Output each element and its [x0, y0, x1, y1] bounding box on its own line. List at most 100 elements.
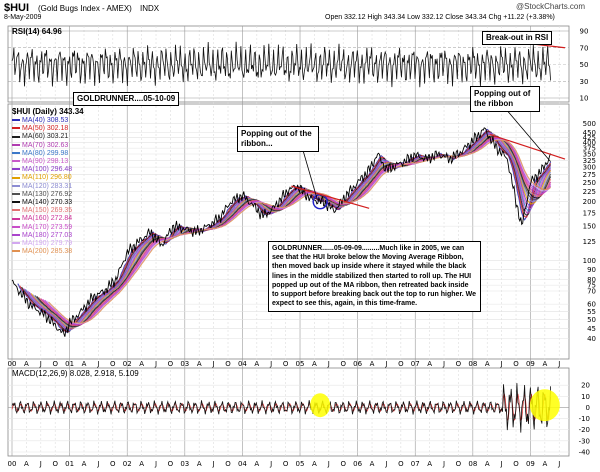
legend-swatch: [12, 209, 20, 212]
legend-swatch: [12, 192, 20, 195]
legend-swatch: [12, 250, 20, 253]
rsi-tick-label: 70: [580, 44, 589, 52]
legend-label: MA(100) 296.48: [22, 166, 73, 174]
time-tick-label-bottom: O: [283, 460, 289, 468]
price-tick-label: 125: [583, 238, 596, 246]
legend-item: MA(80) 299.98: [12, 150, 72, 158]
rsi-tick-label: 30: [580, 78, 589, 86]
legend-swatch: [12, 168, 20, 171]
time-tick-label-bottom: A: [139, 460, 144, 468]
legend-swatch: [12, 119, 20, 122]
annotation-pop2: Popping out of the ribbon: [470, 86, 540, 112]
time-tick-label: J: [557, 360, 560, 368]
legend-item: MA(200) 285.38: [12, 248, 72, 256]
time-tick-label: J: [96, 360, 99, 368]
legend-label: MA(200) 285.38: [22, 248, 73, 256]
time-tick-label: A: [254, 360, 259, 368]
time-tick-label: 07: [411, 360, 420, 368]
time-tick-label-bottom: 04: [238, 460, 247, 468]
price-tick-label: 200: [583, 198, 596, 206]
time-tick-label: O: [398, 360, 404, 368]
price-line: [11, 127, 552, 337]
time-tick-label: 02: [123, 360, 132, 368]
macd-tick-label: 0: [586, 404, 590, 412]
credit: @StockCharts.com: [516, 2, 586, 11]
time-tick-label-bottom: O: [225, 460, 231, 468]
time-tick-label: 03: [180, 360, 189, 368]
time-tick-label: J: [39, 360, 42, 368]
rsi-tick-label: 10: [580, 95, 589, 103]
time-tick-label: J: [269, 360, 272, 368]
time-tick-label-bottom: J: [154, 460, 157, 468]
price-tick-label: 70: [587, 288, 596, 296]
macd-line: [11, 383, 551, 433]
time-tick-label: 09: [526, 360, 535, 368]
price-tick-label: 60: [587, 301, 596, 309]
time-tick-label-bottom: J: [269, 460, 272, 468]
time-tick-label-bottom: 09: [526, 460, 535, 468]
price-tick-label: 40: [587, 335, 596, 343]
legend-item: MA(160) 272.84: [12, 215, 72, 223]
legend-swatch: [12, 225, 20, 228]
macd-highlight-2009: [529, 389, 560, 422]
legend-item: MA(180) 277.03: [12, 232, 72, 240]
time-tick-label: A: [427, 360, 432, 368]
legend-item: MA(140) 270.33: [12, 199, 72, 207]
legend-swatch: [12, 176, 20, 179]
time-tick-label: O: [513, 360, 519, 368]
legend-label: MA(130) 276.92: [22, 190, 73, 198]
legend-swatch: [12, 217, 20, 220]
price-tick-label: 45: [587, 325, 596, 333]
time-tick-label-bottom: A: [24, 460, 29, 468]
legend-label: MA(80) 299.98: [22, 149, 69, 157]
time-tick-label-bottom: J: [442, 460, 445, 468]
legend-label: MA(60) 303.21: [22, 133, 69, 141]
rsi-label: RSI(14) 64.96: [12, 27, 62, 36]
time-tick-label: A: [312, 360, 317, 368]
time-tick-label: 00: [8, 360, 17, 368]
legend-item: MA(90) 298.13: [12, 158, 72, 166]
time-tick-label: J: [500, 360, 503, 368]
time-tick-label-bottom: J: [96, 460, 99, 468]
time-tick-label: A: [82, 360, 87, 368]
time-tick-label-bottom: O: [398, 460, 404, 468]
time-tick-label: J: [327, 360, 330, 368]
time-tick-label-bottom: 01: [65, 460, 74, 468]
price-tick-label: 90: [587, 266, 596, 274]
time-tick-label-bottom: J: [384, 460, 387, 468]
legend-item: MA(190) 279.79: [12, 240, 72, 248]
macd-tick-label: -30: [579, 437, 590, 445]
legend-label: MA(120) 283.31: [22, 182, 73, 190]
macd-tick-label: 20: [581, 382, 590, 390]
legend-swatch: [12, 234, 20, 236]
time-tick-label-bottom: J: [327, 460, 330, 468]
macd-tick-label: -20: [579, 426, 590, 434]
time-tick-label: J: [212, 360, 215, 368]
price-tick-label: 350: [583, 151, 596, 159]
legend-label: MA(70) 302.63: [22, 141, 69, 149]
legend-swatch: [12, 242, 20, 245]
time-tick-label: A: [197, 360, 202, 368]
price-tick-label: 375: [583, 145, 596, 153]
macd-tick-label: 10: [581, 393, 590, 401]
price-tick-label: 75: [587, 282, 596, 290]
legend-label: MA(160) 272.84: [22, 215, 73, 223]
time-tick-label-bottom: 08: [468, 460, 477, 468]
time-tick-label-bottom: O: [340, 460, 346, 468]
time-tick-label-bottom: O: [110, 460, 116, 468]
time-tick-label-bottom: J: [500, 460, 503, 468]
time-tick-label-bottom: A: [427, 460, 432, 468]
time-tick-label-bottom: O: [513, 460, 519, 468]
index-name: (Gold Bugs Index - AMEX): [38, 4, 132, 13]
price-tick-label: 175: [583, 210, 596, 218]
time-tick-label-bottom: A: [197, 460, 202, 468]
legend-item: MA(50) 302.18: [12, 125, 72, 133]
price-tick-label: 250: [583, 179, 596, 187]
time-tick-label-bottom: O: [456, 460, 462, 468]
legend-swatch: [12, 127, 20, 130]
chart-header: $HUI (Gold Bugs Index - AMEX) INDX 8-May…: [0, 0, 600, 26]
time-tick-label-bottom: 07: [411, 460, 420, 468]
time-tick-label-bottom: J: [39, 460, 42, 468]
price-tick-label: 225: [583, 188, 596, 196]
legend-label: MA(90) 298.13: [22, 158, 69, 166]
